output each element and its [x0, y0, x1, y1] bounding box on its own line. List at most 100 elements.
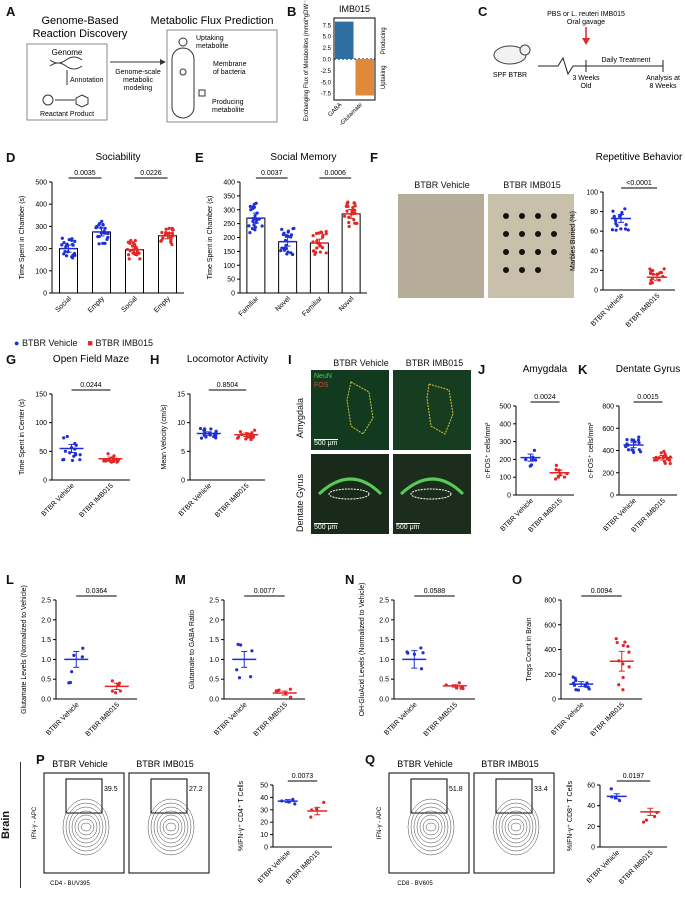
y-tick-label: 200 [602, 470, 614, 477]
data-point [70, 237, 74, 241]
data-point [345, 209, 349, 213]
contour [504, 814, 528, 840]
p-value: 0.0244 [80, 382, 102, 389]
data-point [346, 204, 350, 209]
data-point [64, 245, 68, 249]
data-point [118, 689, 123, 693]
contour [162, 818, 180, 836]
data-point [253, 228, 257, 232]
panel-c-timeline: PBS or L. reuteri IMB015 Oral gavage Dai… [493, 11, 680, 90]
y-axis-label: Exchanging Flux of Metabolites (mmol*gDW… [304, 0, 310, 121]
c-mouse-label: SPF BTBR [493, 72, 527, 79]
data-point [238, 430, 243, 434]
contour [159, 814, 183, 840]
flow-percent: 39.5 [104, 786, 118, 793]
y-axis-label: Marbles Buried (%) [570, 211, 577, 271]
y-tick-label: 2.0 [41, 617, 51, 624]
data-point [324, 230, 328, 234]
y-tick-label: 200 [223, 235, 235, 242]
data-point [347, 224, 351, 229]
contour [68, 806, 104, 848]
data-point [532, 448, 537, 452]
flow-p: BTBR Vehicle BTBR IMB015 39.5 27.2 IFN-γ - A… [32, 759, 210, 887]
data-point [319, 230, 323, 234]
a-reactant-product: Reactant Product [40, 111, 94, 118]
i-scale-2: 500 μm [314, 523, 338, 531]
data-point [621, 675, 625, 680]
flow-x-label: CD8 - BV605 [397, 881, 433, 887]
x-tick-label: BTBR Vehicle [586, 849, 622, 885]
data-point [204, 435, 208, 439]
bar [341, 213, 361, 294]
contour [165, 822, 177, 832]
contour [62, 798, 110, 856]
f-imb-label: BTBR IMB015 [503, 180, 561, 190]
y-tick-label: 60 [590, 229, 598, 236]
y-tick-label: 0.5 [41, 677, 51, 684]
x-tick-label: BTBR Vehicle [213, 701, 249, 737]
amygdala-vehicle-image: NeuN FOS 500 μm [311, 370, 389, 450]
p-value: 0.0037 [261, 170, 283, 177]
y-tick-label: 200 [35, 246, 47, 253]
x-tick-label: Familiar [238, 295, 261, 318]
data-point [63, 449, 68, 453]
data-point [355, 221, 359, 225]
data-point [106, 452, 110, 456]
flow-gate [150, 778, 188, 814]
data-point [236, 642, 240, 646]
data-point [623, 207, 627, 211]
y-tick-label: 100 [35, 420, 47, 427]
x-tick-label: BTBR IMB015 [423, 701, 460, 738]
data-point [457, 681, 461, 685]
flow-x-label: CD4 - BUV395 [50, 881, 90, 887]
row-label-brain: Brain [0, 810, 12, 840]
y-tick-label: 15 [177, 392, 185, 399]
data-point [126, 240, 130, 244]
contour [80, 822, 92, 832]
data-point [250, 649, 254, 653]
y-tick-label: 100 [586, 190, 598, 197]
data-point [97, 234, 101, 239]
contour [147, 798, 195, 856]
data-point [614, 228, 618, 232]
p-value: 0.0364 [86, 588, 108, 595]
data-point [524, 458, 528, 462]
data-point [663, 461, 667, 465]
data-point [100, 219, 104, 223]
a-uptaking-2: metabolite [196, 43, 228, 50]
a-producing-2: metabolite [212, 107, 244, 114]
y-tick-label: 200 [544, 672, 556, 679]
x-tick-label: BTBR IMB015 [253, 701, 290, 738]
data-point [235, 436, 240, 440]
contour [410, 802, 452, 852]
panel-label-j: J [478, 362, 486, 377]
y-tick-label: 0 [591, 845, 595, 852]
y-tick-label: 0 [507, 493, 511, 500]
y-tick-label: 1.0 [209, 657, 219, 664]
data-point [280, 227, 284, 231]
panel-label-m: M [175, 572, 186, 587]
x-tick-label: BTBR IMB015 [85, 701, 122, 738]
flow-percent: 27.2 [189, 786, 203, 793]
panel-label-p: P [36, 752, 45, 767]
mouse-head-icon [519, 44, 531, 56]
data-point [318, 250, 323, 254]
panel-a-schematic: Genome-Based Reaction Discovery Metaboli… [26, 15, 278, 123]
data-point [652, 814, 657, 819]
x-tick-label: Empty [153, 295, 172, 314]
contour [74, 814, 98, 840]
p-value: 0.0077 [254, 588, 276, 595]
x-tick-label: Empty [87, 295, 106, 314]
amygdala-imb-image [393, 370, 471, 450]
f-vehicle-label: BTBR Vehicle [414, 180, 470, 190]
y-tick-label: 1.5 [379, 637, 389, 644]
contour [425, 822, 437, 832]
bar [158, 235, 177, 294]
panel-label-i: I [288, 352, 292, 367]
data-point [138, 257, 142, 261]
y-tick-label: 300 [223, 207, 235, 214]
y-tick-label: 600 [602, 426, 614, 433]
flow-plot-frame [388, 772, 470, 874]
data-point [352, 218, 356, 222]
data-point [80, 655, 84, 659]
